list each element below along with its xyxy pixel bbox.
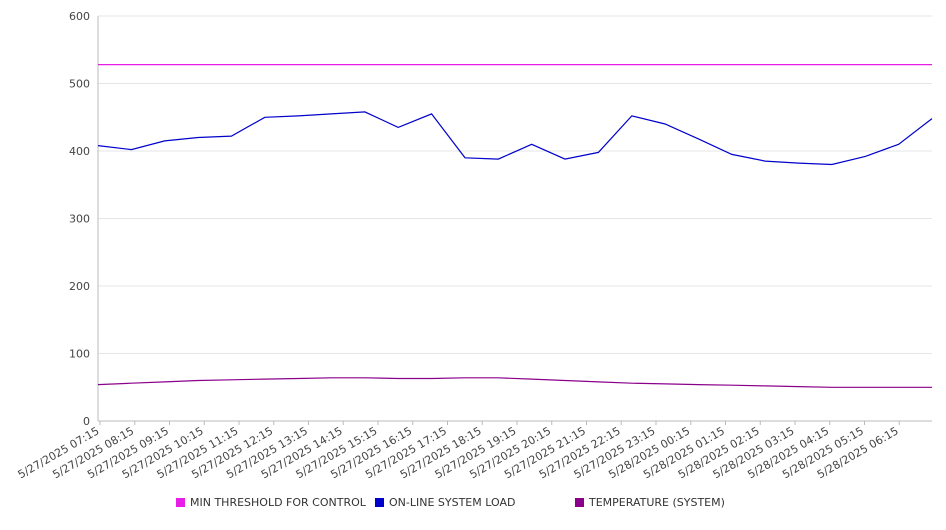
gridlines — [98, 15, 932, 422]
series-line — [97, 377, 932, 388]
series-lines — [97, 63, 933, 388]
legend-label: TEMPERATURE (SYSTEM) — [588, 496, 725, 509]
y-tick-label: 300 — [69, 213, 90, 226]
y-tick-label: 500 — [69, 78, 90, 91]
legend-swatch — [575, 498, 584, 507]
y-tick-label: 200 — [69, 280, 90, 293]
legend-swatch — [375, 498, 384, 507]
y-tick-label: 400 — [69, 145, 90, 158]
legend-label: ON-LINE SYSTEM LOAD — [389, 496, 515, 509]
y-tick-label: 0 — [83, 415, 90, 428]
legend-swatch — [176, 498, 185, 507]
y-tick-label: 600 — [69, 10, 90, 23]
y-tick-label: 100 — [69, 348, 90, 361]
legend: MIN THRESHOLD FOR CONTROL ON-LINE SYSTEM … — [176, 496, 725, 509]
series-line — [97, 111, 933, 166]
legend-label: MIN THRESHOLD FOR CONTROL — [190, 496, 367, 509]
